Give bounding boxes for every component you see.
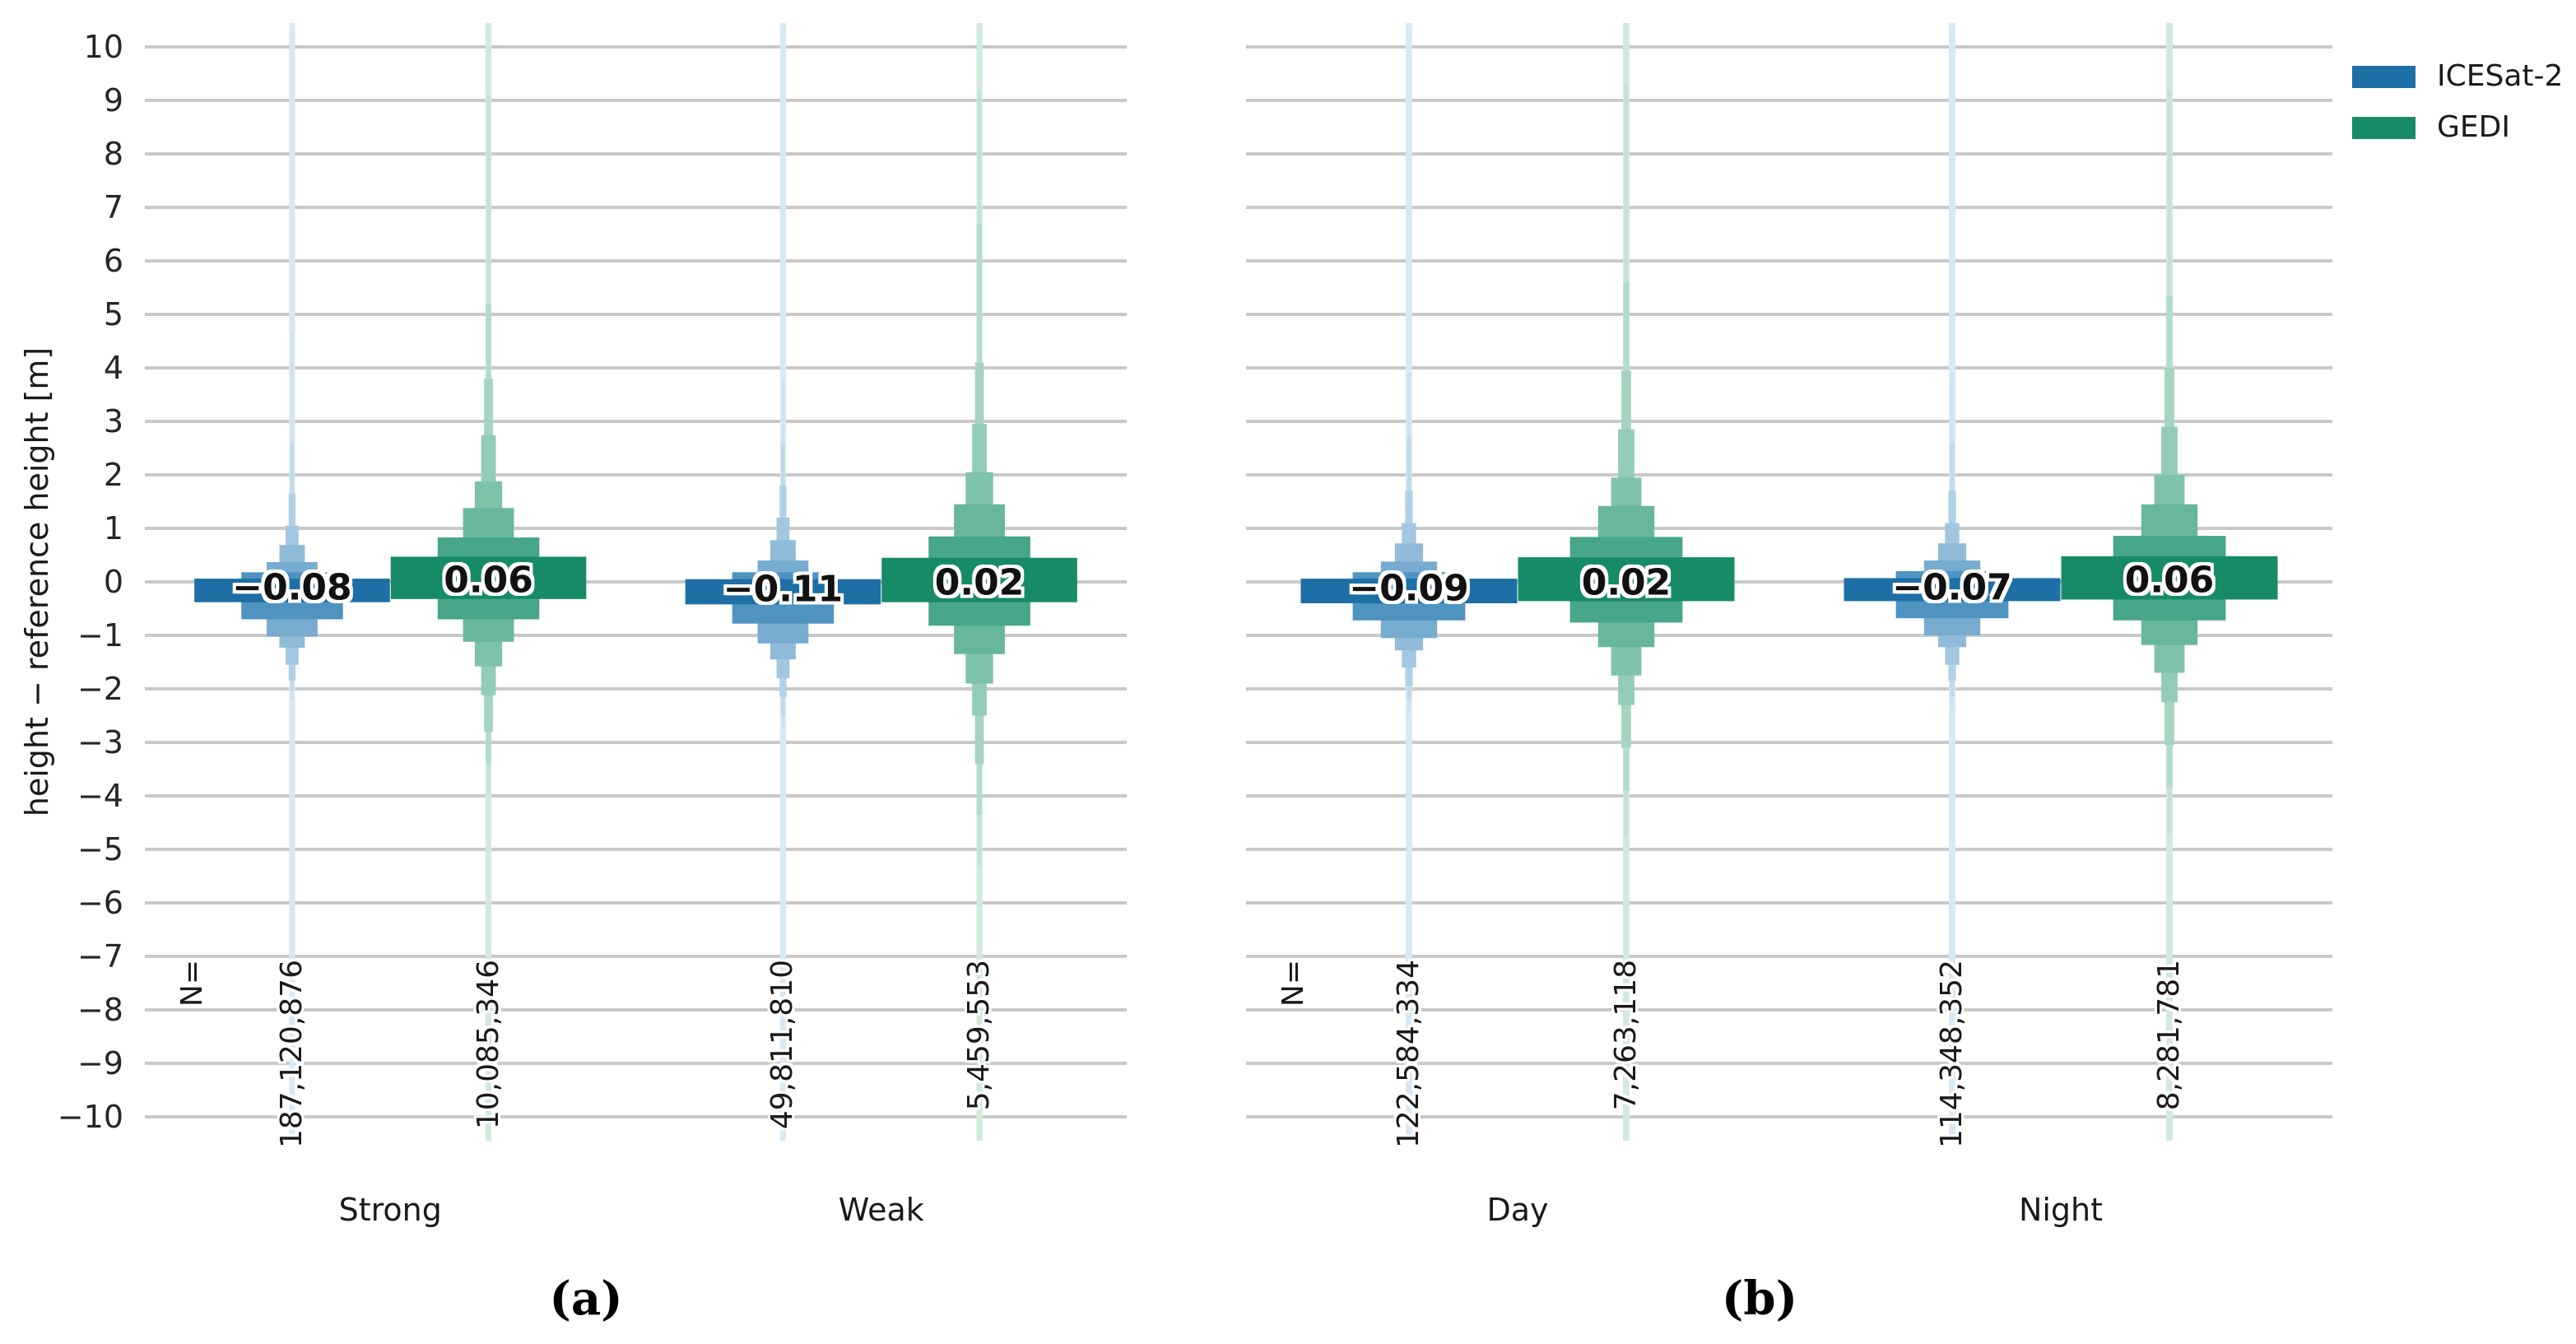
y-tick-label: 8 — [103, 136, 123, 172]
letter-value-box — [390, 556, 587, 599]
count-label: 49,811,810 — [765, 960, 800, 1130]
y-tick-label: 6 — [103, 243, 123, 279]
letter-value-box — [1844, 578, 2061, 602]
legend-entry-icesat2: ICESat-2 — [2352, 60, 2563, 93]
letter-value-box — [2061, 556, 2278, 600]
count-label: 10,085,346 — [471, 960, 505, 1130]
panel-b — [1246, 23, 2332, 1141]
plot-area — [145, 23, 1127, 1141]
median-value-label: −0.11 — [723, 568, 844, 611]
y-tick-label: 3 — [103, 403, 123, 439]
y-tick-label: 9 — [103, 82, 123, 119]
median-value-label: 0.02 — [934, 561, 1025, 604]
letter-value-box — [685, 579, 881, 605]
n-equals-label: N= — [1276, 960, 1310, 1007]
median-value-label: 0.06 — [2124, 559, 2215, 602]
category-label: Weak — [838, 1192, 924, 1228]
subfigure-caption-a: (a) — [549, 1272, 623, 1326]
category-label: Night — [2018, 1192, 2104, 1228]
y-tick-label: −10 — [57, 1099, 123, 1135]
legend-label-gedi: GEDI — [2437, 110, 2510, 144]
y-tick-label: 4 — [103, 350, 123, 386]
y-tick-label: −6 — [77, 885, 123, 921]
count-label: 8,281,781 — [2152, 960, 2186, 1111]
y-tick-label: 1 — [103, 510, 123, 546]
median-value-label: 0.06 — [444, 559, 533, 602]
count-label: 187,120,876 — [274, 960, 309, 1149]
legend-swatch-icesat2-icon — [2352, 65, 2416, 88]
y-tick-label: 0 — [103, 564, 123, 600]
plot-area — [1246, 23, 2332, 1141]
y-tick-label: 5 — [103, 296, 123, 333]
median-value-label: −0.09 — [1349, 567, 1469, 610]
n-equals-label: N= — [175, 960, 209, 1007]
y-tick-label: 7 — [103, 189, 123, 226]
legend-entry-gedi: GEDI — [2352, 111, 2563, 144]
y-tick-label: −3 — [77, 724, 123, 760]
letter-value-box — [881, 557, 1077, 602]
category-label: Day — [1486, 1192, 1549, 1228]
count-label: 114,348,352 — [1935, 960, 1969, 1149]
y-tick-label: −8 — [77, 992, 123, 1028]
y-tick-label: 2 — [103, 457, 123, 493]
y-tick-label: −5 — [77, 831, 123, 867]
category-label: Strong — [338, 1192, 442, 1228]
y-tick-label: −1 — [77, 617, 123, 653]
letter-value-box — [194, 579, 390, 602]
y-tick-label: 10 — [83, 29, 123, 65]
median-value-label: −0.08 — [232, 566, 352, 609]
legend-label-icesat2: ICESat-2 — [2437, 59, 2564, 93]
y-tick-label: −4 — [77, 778, 123, 814]
median-value-label: −0.07 — [1892, 566, 2012, 609]
y-tick-label: −9 — [77, 1045, 123, 1081]
median-value-label: 0.02 — [1581, 561, 1672, 604]
subfigure-caption-b: (b) — [1721, 1272, 1798, 1326]
count-label: 5,459,553 — [962, 960, 997, 1111]
y-tick-label: −2 — [77, 671, 123, 707]
letter-value-box — [1300, 579, 1518, 603]
legend: ICESat-2 GEDI — [2352, 60, 2563, 162]
count-label: 122,584,334 — [1392, 960, 1425, 1149]
panel-a — [145, 23, 1127, 1141]
y-tick-label: −7 — [77, 938, 123, 974]
letter-value-box — [1518, 557, 1735, 602]
legend-swatch-gedi-icon — [2352, 116, 2416, 139]
count-label: 7,263,118 — [1609, 960, 1643, 1111]
